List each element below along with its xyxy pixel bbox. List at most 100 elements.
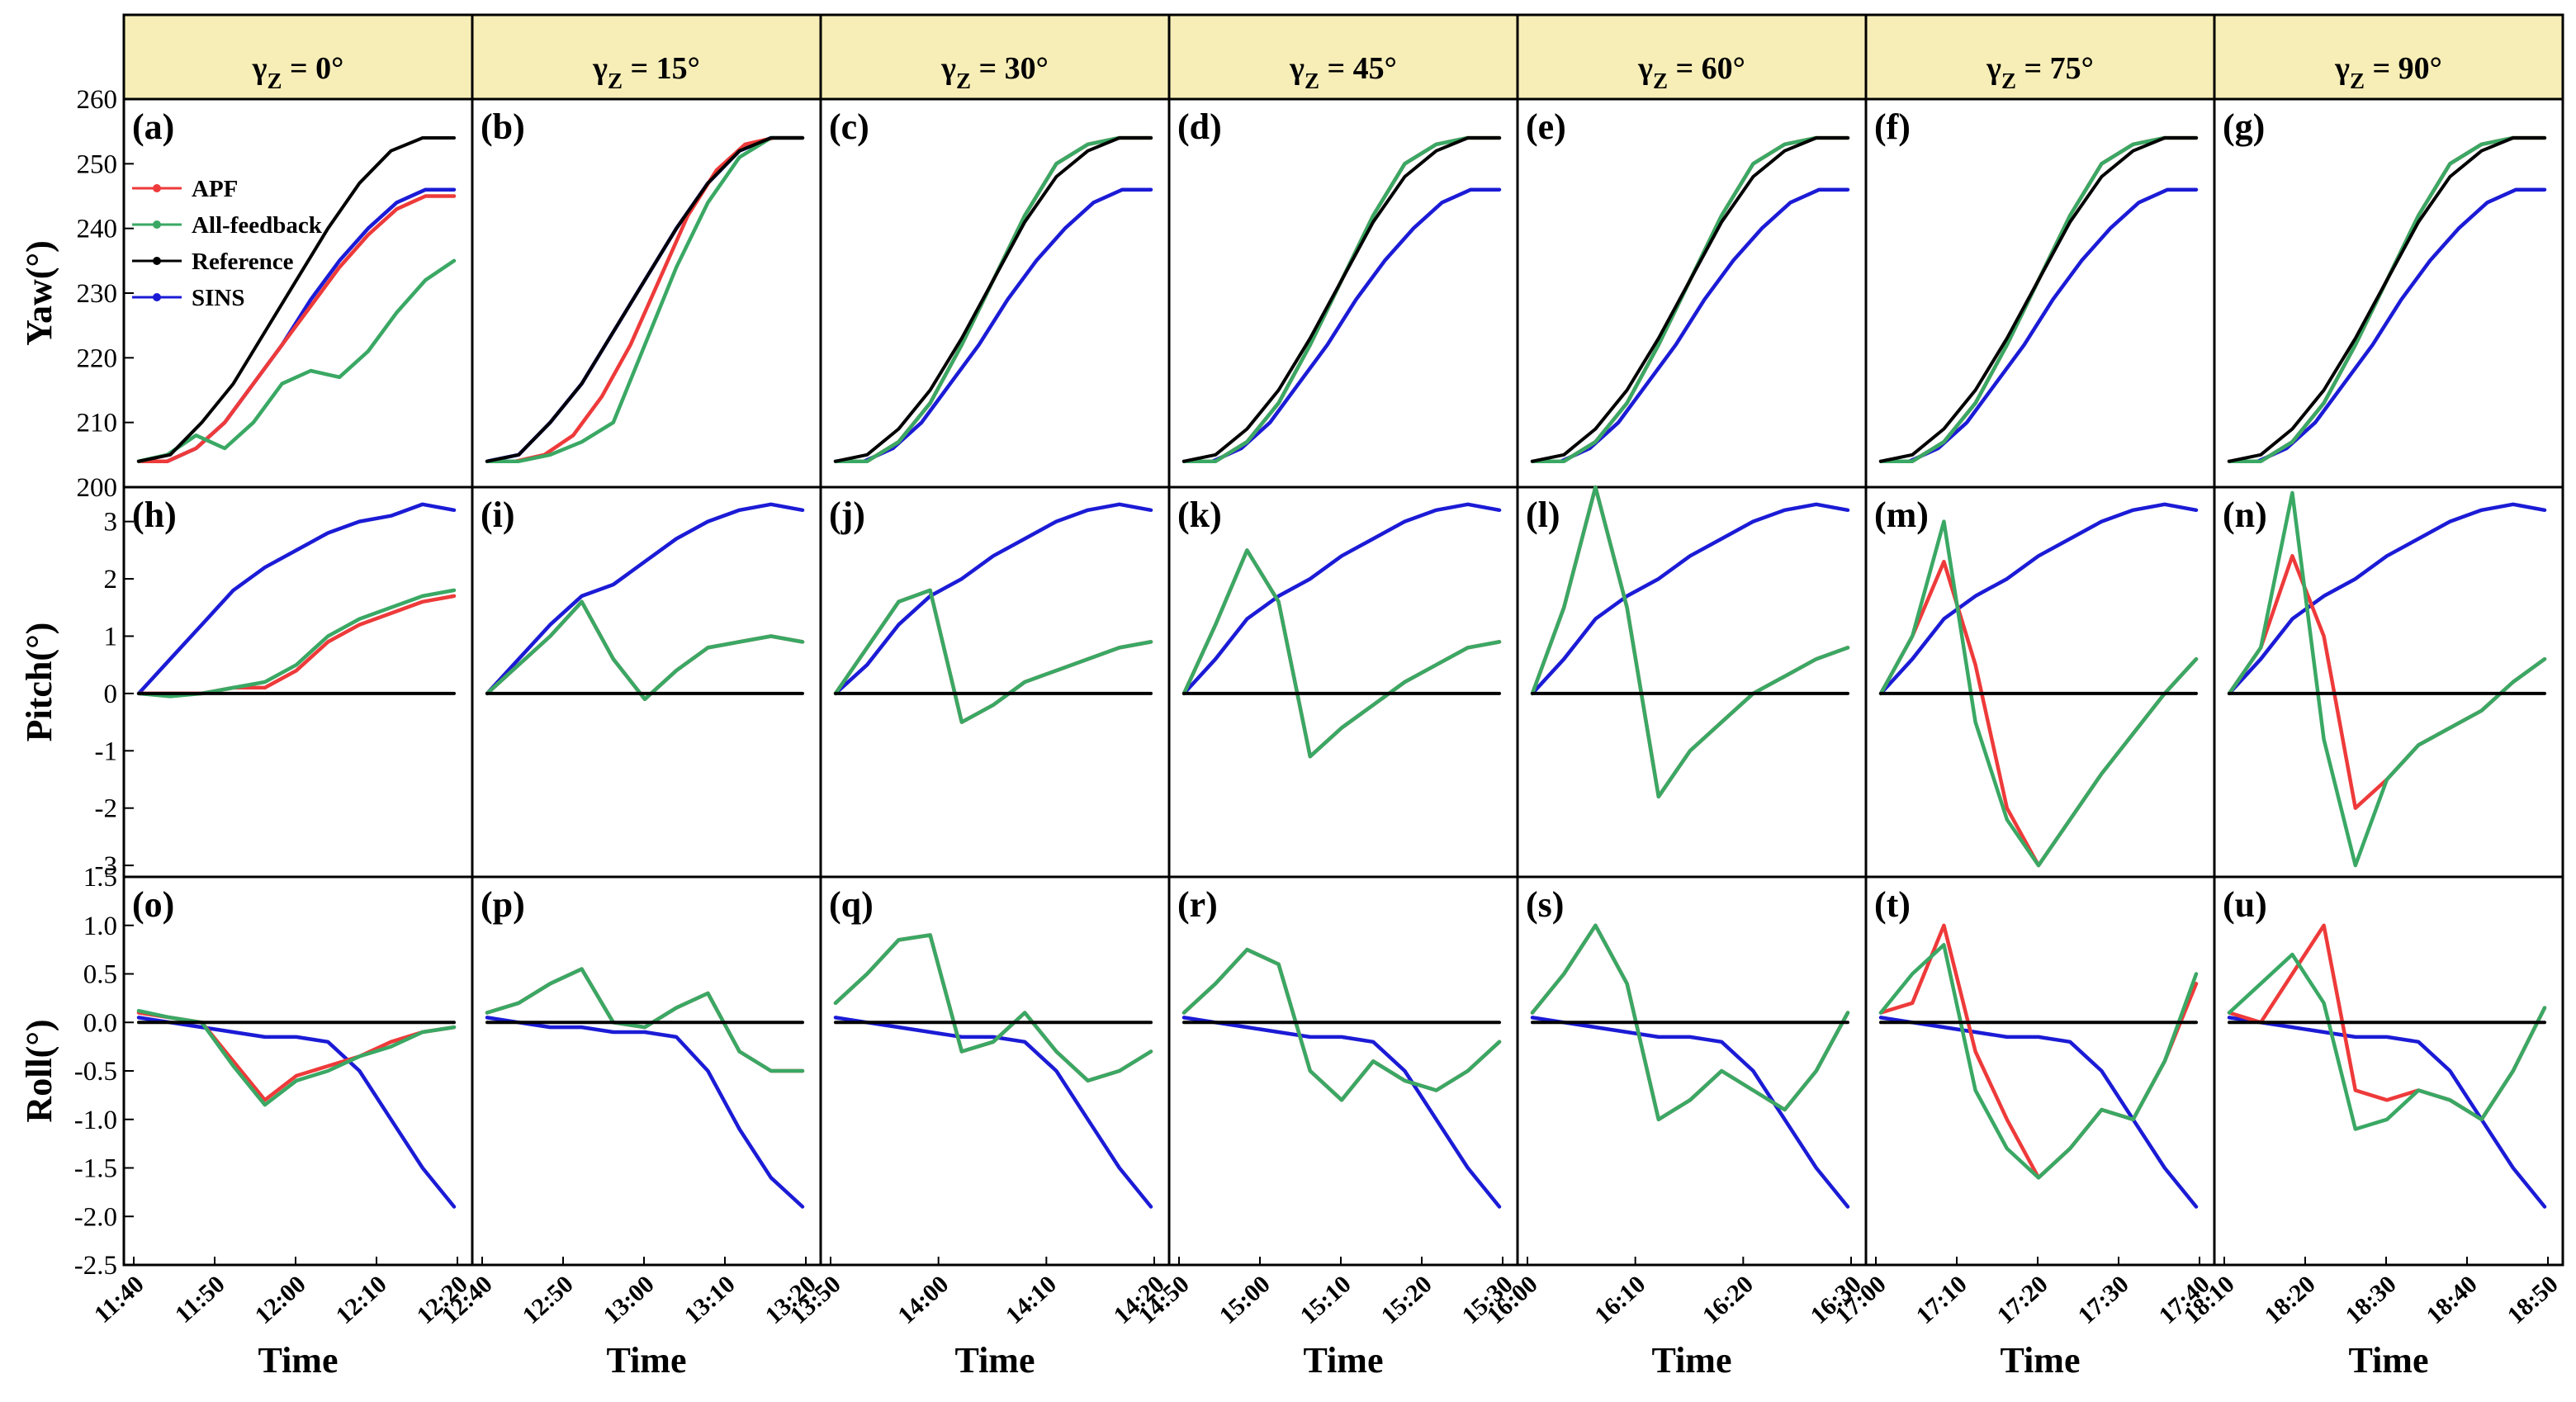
series-allfeedback-line xyxy=(2227,490,2547,868)
series-allfeedback-line xyxy=(2227,952,2547,1131)
series-reference-line xyxy=(485,136,804,463)
y-tick-label: 230 xyxy=(77,279,118,309)
series-reference-line xyxy=(1531,136,1849,463)
y-tick-label: 1 xyxy=(104,622,118,651)
legend-entry: All-feedback xyxy=(192,212,323,239)
header-subscript: Z xyxy=(2350,69,2365,93)
series-allfeedback-line xyxy=(1530,485,1850,799)
panel-label: (b) xyxy=(481,107,525,147)
y-tick-label: 240 xyxy=(77,215,118,244)
panel-label: (d) xyxy=(1177,107,1222,147)
x-axis-label: Time xyxy=(607,1340,687,1381)
series-allfeedback-line xyxy=(833,588,1153,724)
series-allfeedback-line xyxy=(485,135,805,463)
series-sins-line xyxy=(1181,1016,1502,1209)
panel-label: (i) xyxy=(481,495,515,535)
x-axis-label: Time xyxy=(2349,1340,2429,1381)
series-reference-line xyxy=(2228,136,2546,463)
header-gamma: γ xyxy=(252,51,268,86)
column-header-box xyxy=(471,13,822,101)
column-header-label: γZ = 60° xyxy=(1637,51,1745,93)
panel-label: (r) xyxy=(1177,884,1218,925)
legend-entry: Reference xyxy=(192,249,294,275)
panel-label: (m) xyxy=(1874,495,1929,535)
series-sins-line xyxy=(833,1016,1153,1209)
series-allfeedback-line xyxy=(1878,519,2199,868)
series-sins-line xyxy=(833,502,1153,696)
y-tick-label: 1.0 xyxy=(83,912,117,941)
header-gamma: γ xyxy=(2334,51,2350,86)
legend-marker xyxy=(153,293,161,301)
y-tick-label: -2.5 xyxy=(74,1251,117,1281)
series-sins-line xyxy=(136,502,457,696)
header-value: = 60° xyxy=(1668,51,1745,86)
panel-c: (c) xyxy=(819,97,1171,489)
series-allfeedback-line xyxy=(1530,923,1850,1122)
y-tick-label: -0.5 xyxy=(74,1057,117,1087)
legend-entry: APF xyxy=(192,176,238,202)
header-subscript: Z xyxy=(1653,69,1668,93)
panel-f: (f) xyxy=(1864,97,2216,489)
header-subscript: Z xyxy=(2001,69,2016,93)
y-tick-label: 250 xyxy=(77,149,118,179)
y-tick-label: -1 xyxy=(95,737,118,766)
y-tick-label: -1.5 xyxy=(74,1154,117,1184)
column-header-box xyxy=(1167,13,1519,101)
y-tick-label: 3 xyxy=(104,508,118,538)
panel-label: (f) xyxy=(1874,107,1911,147)
panel-frame xyxy=(2213,875,2564,1267)
header-subscript: Z xyxy=(1305,69,1319,93)
panel-label: (l) xyxy=(1526,495,1560,535)
series-allfeedback-line xyxy=(485,599,805,702)
panel-s: (s) xyxy=(1516,875,1868,1267)
series-allfeedback-line xyxy=(136,258,457,463)
column-header-label: γZ = 30° xyxy=(940,51,1049,93)
column-headers: γZ = 0° γZ = 15° γZ = 30° γZ = 45° γZ = 60° γ… xyxy=(122,13,2564,101)
y-tick-label: 260 xyxy=(77,85,118,115)
panel-label: (s) xyxy=(1526,884,1564,925)
panel-q: (q) xyxy=(819,875,1171,1267)
y-tick-label: 220 xyxy=(77,343,118,373)
header-subscript: Z xyxy=(267,69,282,93)
y-axis-label: Yaw(°) xyxy=(19,240,59,346)
series-allfeedback-line xyxy=(1181,548,1502,759)
x-axis-label: Time xyxy=(1652,1340,1732,1381)
panel-label: (e) xyxy=(1526,107,1566,147)
column-header-box xyxy=(1516,13,1868,101)
header-value: = 0° xyxy=(282,51,343,86)
column-header-box xyxy=(1864,13,2216,101)
y-tick-label: 2 xyxy=(104,565,118,594)
y-tick-label: -2 xyxy=(95,794,118,824)
column-header-label: γZ = 15° xyxy=(592,51,700,93)
series-sins-line xyxy=(2227,1016,2547,1209)
y-tick-label: -1.0 xyxy=(74,1106,117,1135)
y-tick-label: -3 xyxy=(95,851,118,881)
series-allfeedback-line xyxy=(1181,947,1502,1102)
series-reference-line xyxy=(1182,136,1501,463)
y-tick-label: 1.5 xyxy=(83,863,117,893)
series-allfeedback-line xyxy=(833,933,1153,1083)
column-header-box xyxy=(819,13,1171,101)
column-header-box xyxy=(122,13,474,101)
series-sins-line xyxy=(1530,502,1850,696)
series-reference-line xyxy=(1879,136,2198,463)
header-gamma: γ xyxy=(940,51,956,86)
header-value: = 30° xyxy=(971,51,1049,86)
y-tick-label: 210 xyxy=(77,409,118,438)
legend: APF All-feedback Reference SINS xyxy=(132,176,323,311)
panel-label: (k) xyxy=(1177,495,1222,535)
y-axes: 200 210 220 230 240 250 260 Yaw(°) -3 -2 -1 0 1 2 3 Pit… xyxy=(19,85,134,1281)
header-value: = 75° xyxy=(2016,51,2094,86)
panel-label: (g) xyxy=(2223,107,2265,147)
y-axis-label: Pitch(°) xyxy=(19,623,59,742)
series-allfeedback-line xyxy=(485,967,805,1073)
legend-marker xyxy=(153,257,161,265)
header-gamma: γ xyxy=(1289,51,1305,86)
panel-label: (c) xyxy=(829,107,869,147)
panel-label: (n) xyxy=(2223,495,2267,535)
series-sins-line xyxy=(2227,502,2547,696)
series-sins-line xyxy=(1181,502,1502,696)
panel-n: (n) xyxy=(2213,485,2564,879)
x-axis-label: Time xyxy=(1304,1340,1384,1381)
